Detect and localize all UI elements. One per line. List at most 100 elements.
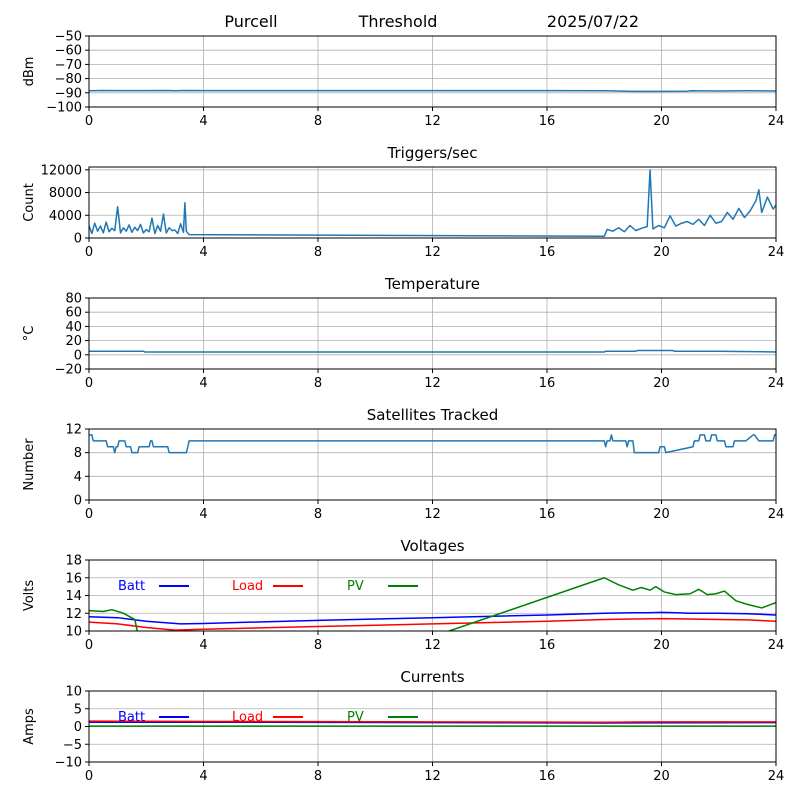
x-tick-label: 16 [539,245,556,260]
x-tick-label: 24 [768,507,785,522]
y-tick-label: 4000 [49,209,82,224]
y-tick-label: −70 [55,58,82,73]
header-date: 2025/07/22 [547,12,639,31]
x-tick-label: 16 [539,376,556,391]
x-tick-label: 4 [199,245,207,260]
y-tick-label: 8 [74,446,82,461]
x-tick-label: 12 [424,245,441,260]
legend-label-load: Load [232,579,263,594]
legend-label-pv: PV [347,579,364,594]
y-tick-label: 16 [65,571,82,586]
y-tick-label: 4 [74,470,82,485]
y-axis-label: Volts [22,580,37,612]
y-axis-label: dBm [22,57,37,87]
chart-title: Currents [400,668,464,686]
x-tick-label: 4 [199,638,207,653]
x-tick-label: 0 [85,114,93,129]
series-line-batt [89,611,776,625]
x-tick-label: 12 [424,769,441,784]
x-tick-label: 24 [768,245,785,260]
x-tick-label: 20 [653,245,670,260]
x-tick-label: 4 [199,376,207,391]
chart-panel-5: 0 4 8 12 16 20 24 10 12 14 16 18 Voltages Volts Batt Lo… [22,537,784,653]
y-axis-label: Amps [22,708,37,745]
chart-panel-6: 0 4 8 12 16 20 24 −10 −5 0 5 10 Currents Amps Batt Load… [22,668,784,784]
y-tick-label: 14 [65,589,82,604]
series-line-data [89,349,776,353]
x-tick-label: 20 [653,376,670,391]
y-tick-label: 80 [65,292,82,307]
y-tick-label: 0 [74,494,82,509]
y-tick-label: 5 [74,702,82,717]
x-tick-label: 0 [85,376,93,391]
series-line-data [89,89,776,93]
y-axis-label: Count [22,183,37,222]
series-line-data [89,169,776,238]
y-tick-label: 8000 [49,186,82,201]
y-tick-label: 60 [65,306,82,321]
chart-panel-4: 0 4 8 12 16 20 24 0 4 8 12 Satellites Tracked Number [22,406,784,522]
y-tick-label: −90 [55,86,82,101]
x-tick-label: 0 [85,245,93,260]
x-tick-label: 24 [768,114,785,129]
y-tick-label: −20 [55,363,82,378]
y-tick-label: −60 [55,44,82,59]
y-tick-label: 20 [65,334,82,349]
x-tick-label: 4 [199,507,207,522]
x-tick-label: 20 [653,114,670,129]
y-tick-label: −80 [55,72,82,87]
x-tick-label: 20 [653,769,670,784]
x-tick-label: 16 [539,507,556,522]
chart-title: Satellites Tracked [367,406,498,424]
x-tick-label: 16 [539,769,556,784]
x-tick-label: 12 [424,638,441,653]
x-tick-label: 20 [653,638,670,653]
y-tick-label: 0 [74,348,82,363]
legend-label-load: Load [232,710,263,725]
legend-label-pv: PV [347,710,364,725]
x-tick-label: 8 [314,638,322,653]
x-tick-label: 20 [653,507,670,522]
y-tick-label: 0 [74,720,82,735]
x-tick-label: 0 [85,507,93,522]
series-line-pv [89,577,776,631]
legend-label-batt: Batt [118,710,145,725]
x-tick-label: 8 [314,507,322,522]
chart-title: Triggers/sec [387,144,478,162]
x-tick-label: 0 [85,769,93,784]
chart-panel-1: 0 4 8 12 16 20 24 −100−90−80−70−60−50 dBm [22,30,784,130]
legend-label-batt: Batt [118,579,145,594]
y-tick-label: 12000 [41,163,82,178]
y-tick-label: −5 [63,738,82,753]
y-tick-label: 12 [65,423,82,438]
y-tick-label: −50 [55,30,82,45]
x-tick-label: 8 [314,376,322,391]
x-tick-label: 4 [199,114,207,129]
y-tick-label: 18 [65,554,82,569]
y-tick-label: 10 [65,625,82,640]
x-tick-label: 24 [768,638,785,653]
y-tick-label: 10 [65,685,82,700]
x-tick-label: 12 [424,114,441,129]
x-tick-label: 0 [85,638,93,653]
series-line-data [89,434,776,454]
x-tick-label: 16 [539,114,556,129]
header-mode: Threshold [358,12,438,31]
y-axis-label: °C [22,326,37,342]
y-tick-label: 12 [65,607,82,622]
y-tick-label: 40 [65,320,82,335]
x-tick-label: 24 [768,376,785,391]
chart-title: Temperature [384,275,480,293]
x-tick-label: 24 [768,769,785,784]
chart-panel-2: 0 4 8 12 16 20 24 0 4000 8000 12000 Triggers/sec Cou… [22,144,784,260]
x-tick-label: 12 [424,507,441,522]
chart-title: Voltages [400,537,464,555]
series-line-load [89,617,776,631]
y-tick-label: 0 [74,232,82,247]
series-line-load [89,720,776,723]
header-station: Purcell [224,12,277,31]
x-tick-label: 8 [314,245,322,260]
